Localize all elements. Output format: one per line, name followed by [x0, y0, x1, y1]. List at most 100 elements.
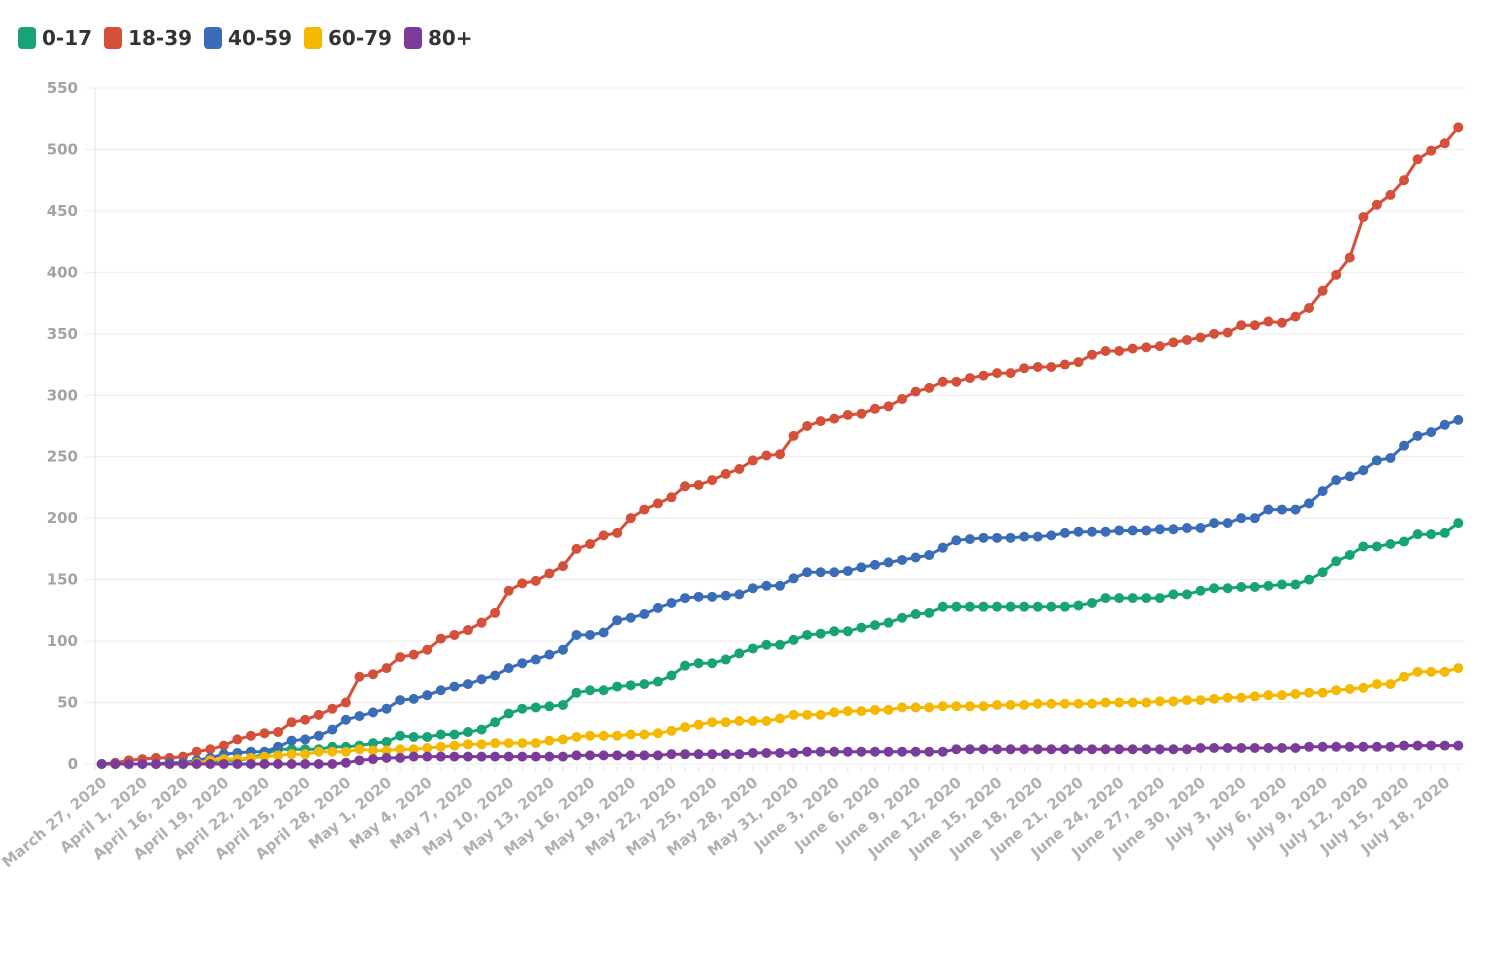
data-point-0-17 — [883, 617, 894, 628]
data-point-80+ — [1276, 743, 1287, 754]
data-point-80+ — [150, 759, 161, 769]
legend-item-0-17[interactable]: 0-17 — [18, 26, 92, 50]
data-point-80+ — [639, 750, 650, 761]
data-point-60-79 — [530, 738, 541, 749]
data-point-80+ — [1059, 744, 1070, 755]
data-point-80+ — [761, 747, 772, 758]
data-point-0-17 — [462, 727, 473, 738]
data-point-0-17 — [1426, 529, 1437, 540]
data-point-80+ — [1263, 743, 1274, 754]
data-point-0-17 — [1304, 574, 1315, 585]
data-point-80+ — [164, 759, 175, 769]
data-point-40-59 — [897, 554, 908, 565]
data-point-0-17 — [571, 687, 582, 698]
data-point-80+ — [232, 759, 243, 769]
data-point-40-59 — [775, 580, 785, 591]
data-point-60-79 — [368, 745, 379, 756]
data-point-60-79 — [720, 717, 731, 728]
data-point-18-39 — [449, 629, 460, 640]
data-point-60-79 — [652, 728, 663, 739]
data-point-18-39 — [1019, 363, 1030, 374]
data-point-18-39 — [571, 543, 582, 554]
data-point-80+ — [1154, 744, 1165, 755]
data-point-18-39 — [1222, 327, 1233, 338]
data-point-18-39 — [1127, 343, 1138, 354]
data-point-80+ — [571, 750, 582, 761]
data-point-40-59 — [1290, 504, 1301, 515]
data-point-80+ — [1181, 744, 1192, 755]
data-point-0-17 — [1453, 518, 1464, 529]
data-point-80+ — [964, 744, 975, 755]
data-point-0-17 — [1168, 589, 1179, 600]
data-point-60-79 — [924, 702, 935, 713]
data-point-40-59 — [1100, 526, 1111, 537]
data-point-40-59 — [1032, 531, 1043, 542]
data-point-80+ — [1141, 744, 1152, 755]
data-point-18-39 — [1412, 154, 1423, 165]
data-point-60-79 — [327, 746, 338, 757]
data-point-18-39 — [354, 671, 365, 682]
data-point-80+ — [517, 751, 528, 762]
data-point-60-79 — [1358, 682, 1369, 693]
data-point-40-59 — [1358, 465, 1369, 476]
data-point-18-39 — [1046, 362, 1057, 373]
legend-swatch — [104, 27, 123, 49]
data-point-18-39 — [1358, 212, 1369, 223]
data-point-40-59 — [368, 707, 379, 718]
data-point-0-17 — [1032, 601, 1043, 612]
legend-item-80-plus[interactable]: 80+ — [403, 26, 473, 50]
data-point-60-79 — [910, 702, 921, 713]
data-point-60-79 — [1317, 687, 1328, 698]
data-point-80+ — [408, 751, 419, 762]
data-point-0-17 — [408, 731, 419, 742]
data-point-0-17 — [720, 654, 731, 665]
data-point-0-17 — [368, 738, 379, 749]
data-point-18-39 — [462, 625, 473, 636]
data-point-40-59 — [273, 741, 284, 752]
data-point-60-79 — [829, 707, 840, 718]
data-point-18-39 — [937, 376, 948, 387]
data-point-40-59 — [612, 615, 623, 626]
data-point-60-79 — [273, 750, 284, 761]
data-point-40-59 — [530, 654, 541, 665]
data-point-0-17 — [1399, 536, 1410, 547]
data-point-40-59 — [422, 690, 433, 701]
data-point-18-39 — [734, 464, 745, 475]
data-point-0-17 — [517, 703, 528, 714]
data-point-80+ — [693, 749, 704, 760]
data-point-60-79 — [1168, 696, 1179, 707]
data-point-0-17 — [842, 626, 853, 637]
data-point-80+ — [1412, 740, 1423, 751]
data-point-18-39 — [557, 561, 568, 572]
data-point-80+ — [775, 747, 785, 758]
data-point-80+ — [313, 759, 324, 769]
data-point-0-17 — [598, 685, 609, 696]
legend-item-60-79[interactable]: 60-79 — [304, 26, 392, 50]
data-point-80+ — [123, 759, 134, 769]
data-point-80+ — [992, 744, 1003, 755]
data-point-80+ — [137, 759, 148, 769]
data-point-18-39 — [1263, 316, 1274, 327]
data-point-0-17 — [951, 601, 962, 612]
data-point-40-59 — [557, 644, 568, 655]
data-point-80+ — [1073, 744, 1084, 755]
data-point-18-39 — [639, 504, 650, 515]
data-point-0-17 — [585, 685, 596, 696]
data-point-80+ — [666, 749, 677, 760]
data-point-40-59 — [354, 711, 365, 722]
data-point-40-59 — [747, 583, 758, 594]
data-point-40-59 — [693, 591, 704, 602]
data-point-80+ — [1399, 740, 1410, 751]
data-point-60-79 — [1059, 698, 1070, 709]
data-point-40-59 — [598, 627, 609, 638]
data-point-80+ — [300, 759, 311, 769]
data-point-0-17 — [1087, 597, 1098, 608]
data-point-80+ — [435, 751, 446, 762]
data-point-60-79 — [1141, 697, 1152, 708]
data-point-40-59 — [517, 658, 528, 669]
legend-item-18-39[interactable]: 18-39 — [104, 26, 192, 50]
data-point-40-59 — [1426, 427, 1437, 438]
data-point-18-39 — [964, 373, 975, 384]
data-point-60-79 — [1019, 700, 1030, 711]
legend-item-40-59[interactable]: 40-59 — [204, 26, 292, 50]
